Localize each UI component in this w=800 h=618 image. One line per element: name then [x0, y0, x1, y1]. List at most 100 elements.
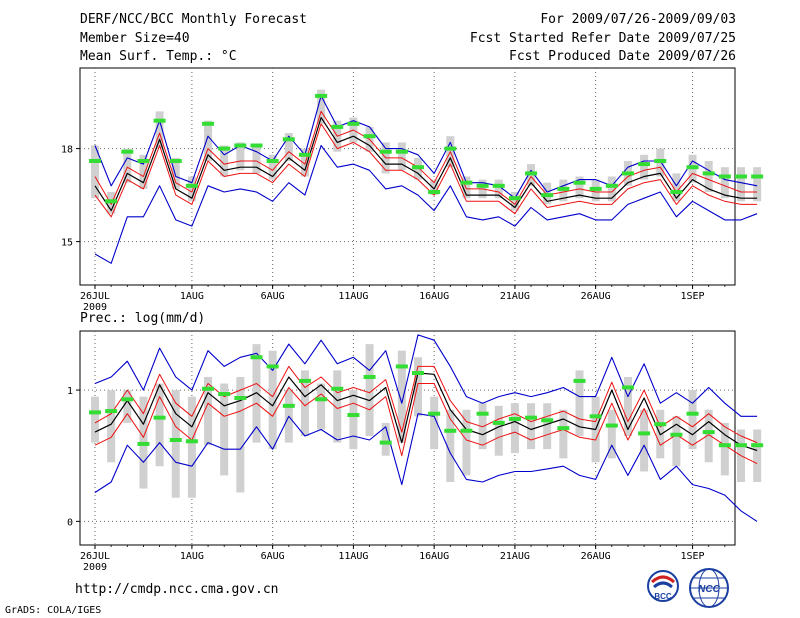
spread-box	[268, 154, 277, 180]
lower-spread-line	[94, 123, 758, 218]
observed-marker	[605, 183, 618, 188]
spread-box	[349, 390, 358, 450]
spread-box	[478, 403, 487, 450]
x-tick-label: 1AUG	[180, 291, 204, 302]
observed-marker	[105, 199, 118, 204]
y-tick-label: 18	[61, 145, 73, 156]
x-tick-label: 1SEP	[681, 551, 705, 562]
y-tick-label: 1	[67, 386, 73, 397]
observed-marker	[395, 149, 408, 154]
observed-marker	[412, 165, 424, 170]
source-url[interactable]: http://cmdp.ncc.cma.gov.cn	[75, 582, 279, 597]
spread-box	[640, 409, 649, 472]
observed-marker	[735, 174, 747, 179]
observed-marker	[412, 371, 424, 376]
observed-marker	[395, 364, 408, 369]
x-tick-label: 21AUG	[500, 291, 530, 302]
spread-box	[640, 154, 649, 180]
spread-box	[543, 403, 552, 450]
spread-box	[236, 376, 245, 493]
precip-chart-title: Prec.: log(mm/d)	[80, 311, 206, 326]
observed-marker	[153, 415, 166, 420]
spread-box	[268, 350, 277, 450]
observed-marker	[525, 415, 538, 420]
spread-box	[155, 111, 164, 149]
observed-marker	[250, 355, 263, 360]
observed-marker	[89, 159, 101, 163]
observed-marker	[508, 416, 521, 421]
spread-box	[607, 176, 616, 202]
observed-marker	[638, 162, 651, 167]
max-envelope-line	[94, 95, 758, 199]
observed-marker	[492, 183, 505, 188]
observed-marker	[347, 413, 360, 418]
spread-box	[414, 357, 422, 417]
spread-box	[397, 142, 406, 171]
observed-marker	[621, 385, 634, 390]
observed-marker	[363, 134, 376, 139]
spread-box	[171, 390, 180, 498]
spread-box	[187, 176, 196, 202]
spread-box	[252, 145, 261, 174]
spread-box	[737, 167, 745, 202]
spread-box	[204, 376, 213, 446]
spread-box	[317, 383, 326, 430]
spread-box	[672, 173, 681, 202]
x-tick-label: 11AUG	[338, 551, 368, 562]
observed-marker	[105, 409, 118, 414]
observed-marker	[250, 143, 263, 148]
observed-marker	[508, 196, 521, 201]
x-tick-label: 26JUL	[80, 291, 110, 302]
observed-marker	[379, 440, 392, 445]
observed-marker	[751, 443, 764, 448]
observed-marker	[428, 190, 441, 194]
ensemble-mean-line	[94, 372, 758, 452]
observed-marker	[202, 386, 215, 391]
spread-box	[704, 161, 713, 192]
observed-marker	[751, 174, 764, 179]
spread-box	[381, 422, 390, 456]
x-tick-label: 16AUG	[419, 551, 449, 562]
observed-marker	[234, 395, 247, 400]
observed-marker	[169, 437, 182, 442]
upper-spread-line	[94, 110, 758, 205]
forecast-period: For 2009/07/26-2009/09/03	[540, 12, 736, 27]
spread-box	[220, 145, 229, 177]
observed-marker	[718, 174, 731, 179]
max-envelope-line	[94, 334, 758, 417]
observed-marker	[185, 183, 198, 188]
spread-box	[494, 405, 503, 456]
chart-title: DERF/NCC/BCC Monthly Forecast	[80, 12, 307, 27]
spread-box	[510, 192, 519, 211]
spread-box	[107, 390, 116, 463]
observed-marker	[670, 432, 683, 437]
x-tick-label: 1SEP	[681, 291, 705, 302]
observed-marker	[605, 423, 618, 428]
observed-marker	[185, 439, 198, 444]
bcc-logo-text: BCC	[654, 592, 672, 601]
observed-marker	[379, 149, 392, 154]
spread-box	[623, 376, 632, 437]
observed-marker	[557, 186, 570, 191]
spread-box	[607, 409, 616, 459]
spread-box	[462, 409, 471, 476]
observed-marker	[638, 431, 651, 436]
observed-marker	[541, 193, 554, 198]
y-tick-label: 0	[67, 517, 73, 528]
observed-marker	[89, 410, 101, 415]
observed-marker	[428, 411, 441, 416]
observed-marker	[476, 411, 489, 416]
observed-marker	[137, 159, 150, 163]
spread-box	[704, 409, 713, 463]
observed-marker	[169, 159, 182, 163]
spread-box	[494, 179, 503, 199]
spread-box	[575, 370, 584, 437]
spread-box	[284, 133, 293, 161]
observed-marker	[444, 428, 457, 433]
spread-box	[155, 383, 164, 467]
observed-marker	[541, 418, 554, 423]
spread-box	[559, 409, 568, 459]
